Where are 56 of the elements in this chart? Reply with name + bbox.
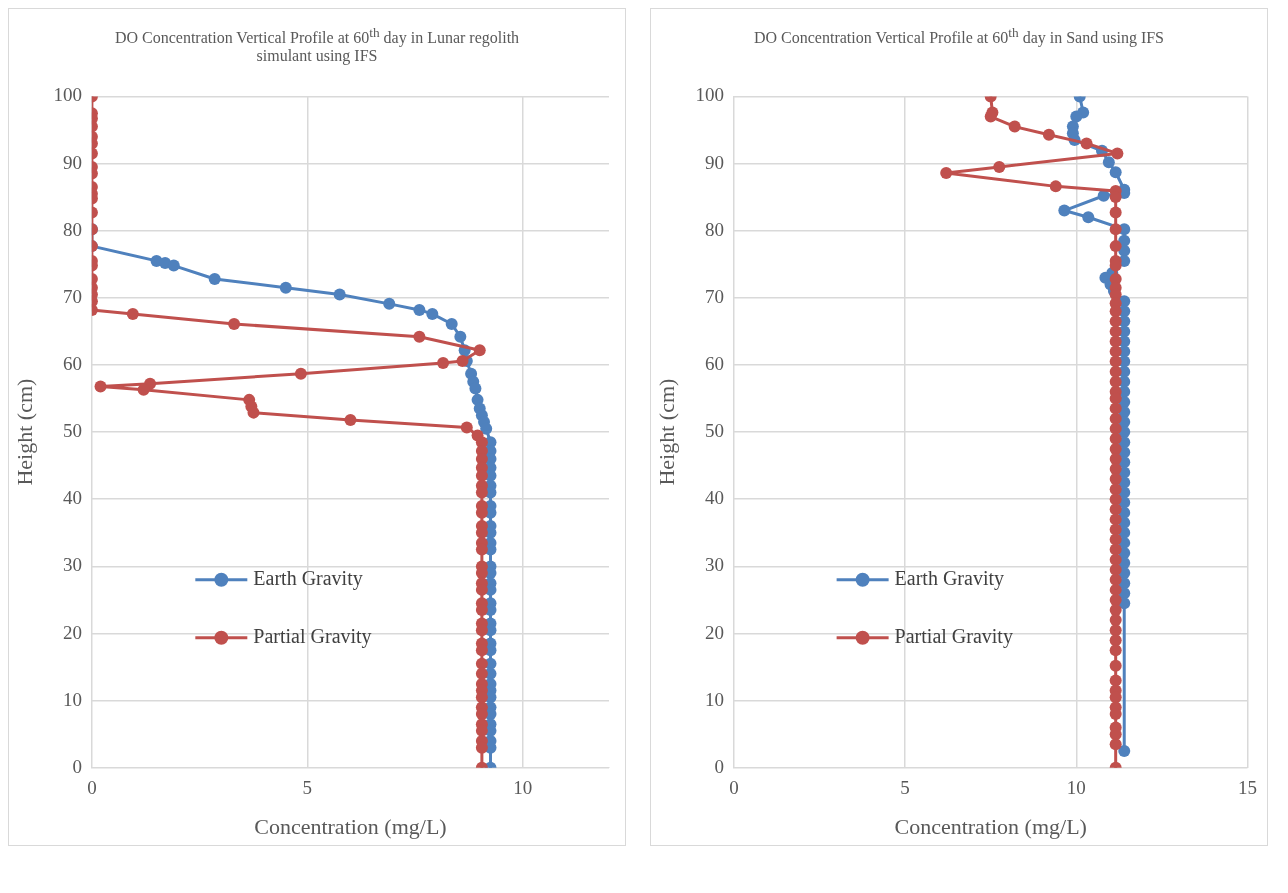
y-tick-label: 20 (704, 621, 724, 643)
y-axis-title: Height (cm) (653, 378, 679, 486)
point (1058, 204, 1071, 217)
y-tick-label: 30 (704, 554, 724, 576)
legend-label: Earth Gravity (894, 567, 1005, 591)
y-tick-label: 70 (704, 285, 724, 307)
y-tick-label: 80 (704, 218, 724, 240)
x-axis-title: Concentration (mg/L) (894, 813, 1087, 839)
point (1109, 166, 1122, 179)
legend-label: Partial Gravity (253, 625, 372, 649)
chart-title: DO Concentration Vertical Profile at 60$^{th}$ day in Lunar regolith simulant using IFS (113, 24, 521, 67)
x-tick-label: 10 (1066, 777, 1086, 799)
point (1082, 211, 1095, 224)
y-tick-label: 0 (714, 755, 724, 777)
point (333, 288, 346, 301)
y-tick-label: 60 (62, 352, 82, 374)
point (1070, 110, 1083, 123)
x-tick-label: 15 (1238, 777, 1257, 799)
y-tick-label: 70 (62, 285, 82, 307)
x-tick-label: 0 (729, 777, 739, 799)
y-tick-label: 100 (53, 84, 82, 106)
point (454, 330, 467, 343)
chart-title: DO Concentration Vertical Profile at 60$^{th}$ day in Sand using IFS (753, 24, 1165, 49)
x-tick-label: 5 (900, 777, 910, 799)
y-tick-label: 30 (62, 554, 82, 576)
y-axis-title: Height (cm) (11, 378, 37, 486)
point (445, 318, 458, 331)
y-tick-label: 60 (704, 352, 724, 374)
point (383, 297, 396, 310)
legend-label: Earth Gravity (253, 567, 363, 591)
point (279, 281, 292, 294)
y-tick-label: 90 (704, 151, 724, 173)
x-tick-label: 0 (87, 777, 97, 799)
y-tick-label: 40 (62, 487, 82, 509)
y-tick-label: 80 (62, 218, 82, 240)
point (1102, 156, 1115, 169)
y-tick-label: 50 (704, 420, 724, 442)
y-tick-label: 20 (62, 621, 82, 643)
y-tick-label: 10 (62, 688, 82, 710)
y-tick-label: 10 (704, 688, 724, 710)
y-tick-label: 40 (704, 487, 724, 509)
point (480, 422, 493, 435)
y-tick-label: 50 (62, 420, 82, 442)
point (426, 307, 439, 320)
point (413, 303, 426, 316)
point (167, 259, 180, 272)
y-tick-label: 100 (695, 84, 724, 106)
x-axis-title: Concentration (mg/L) (254, 813, 447, 839)
point (469, 382, 482, 395)
x-tick-label: 5 (302, 777, 313, 799)
legend-label: Partial Gravity (894, 625, 1013, 649)
x-tick-label: 10 (513, 777, 533, 799)
point (208, 273, 221, 286)
y-tick-label: 0 (72, 755, 82, 777)
point (1118, 745, 1131, 758)
y-tick-label: 90 (62, 151, 82, 173)
